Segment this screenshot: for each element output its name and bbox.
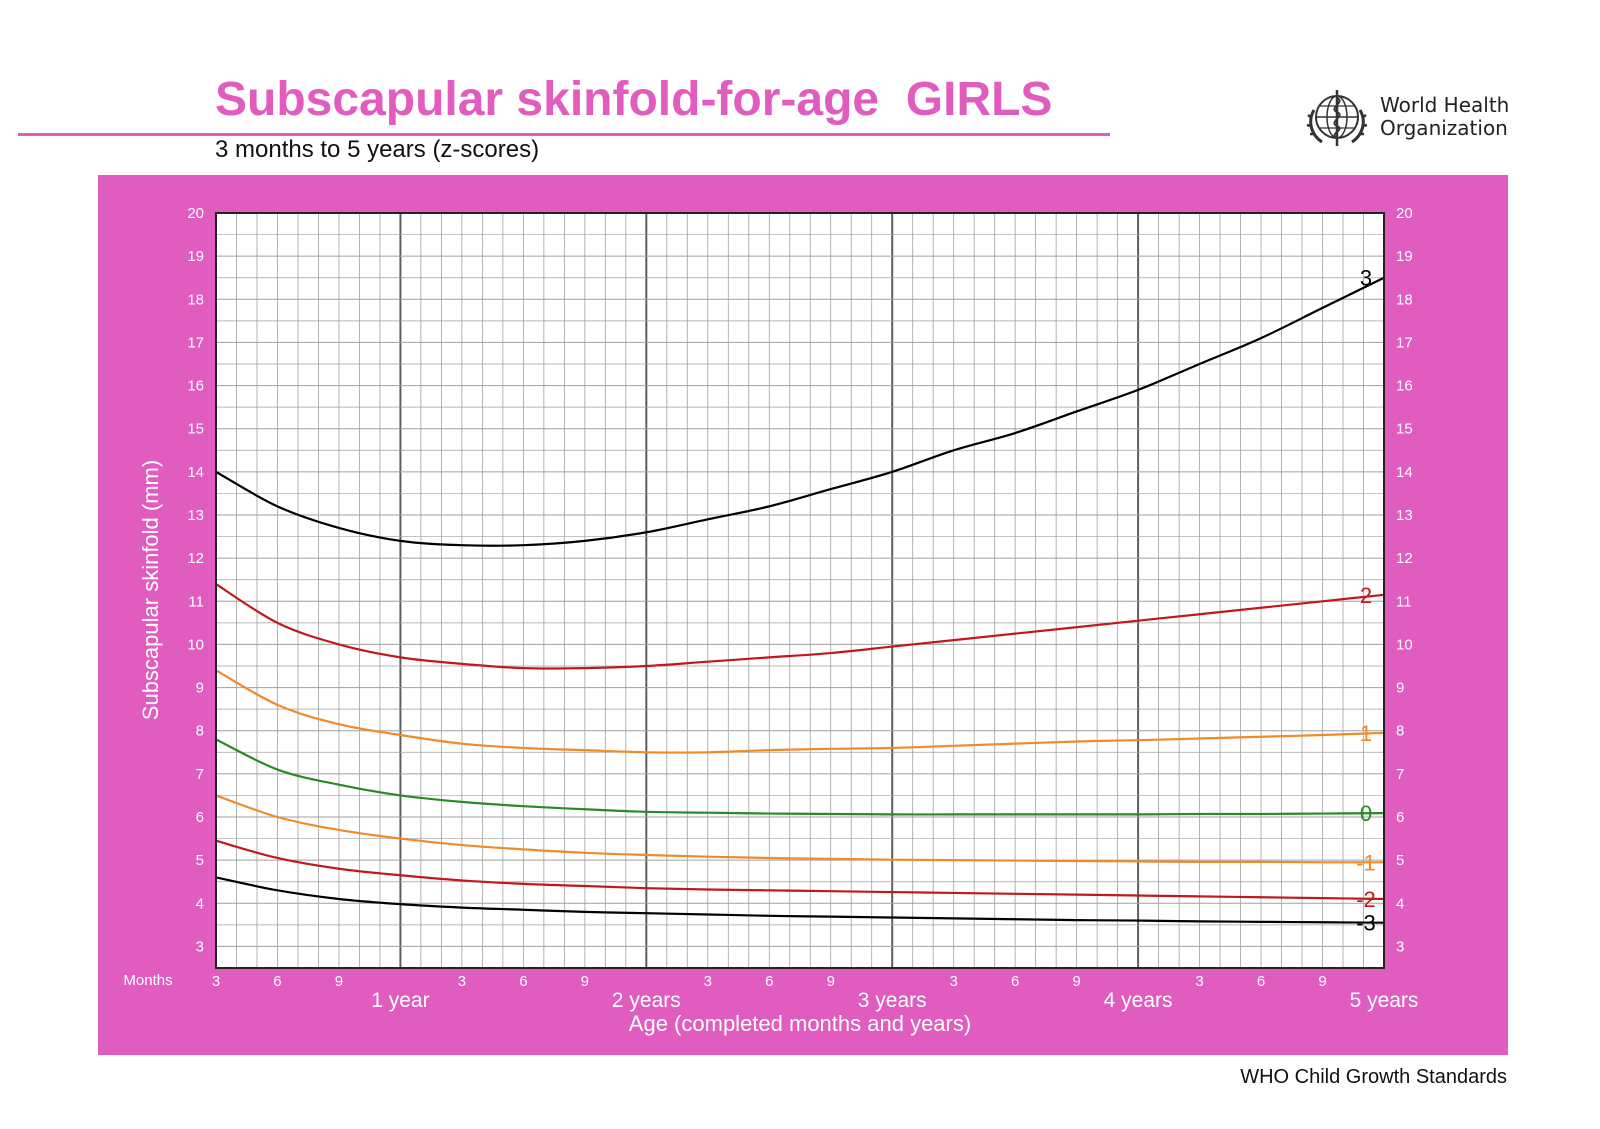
y-tick-label-right: 19 <box>1396 248 1413 265</box>
footer-source: WHO Child Growth Standards <box>1240 1066 1507 1088</box>
x-month-tick-label: 9 <box>827 973 835 990</box>
x-month-tick-label: 6 <box>765 973 773 990</box>
y-tick-label-right: 14 <box>1396 464 1413 481</box>
series-line-z-3 <box>215 876 1385 924</box>
y-tick-label-left: 16 <box>187 378 204 395</box>
y-tick-label-left: 10 <box>187 636 204 653</box>
y-tick-label-left: 14 <box>187 464 204 481</box>
x-month-tick-label: 3 <box>458 973 466 990</box>
y-tick-label-right: 12 <box>1396 550 1413 567</box>
x-year-tick-label: 3 years <box>858 989 927 1012</box>
title-underline <box>18 133 1110 136</box>
y-tick-label-right: 4 <box>1396 895 1404 912</box>
series-lines <box>215 276 1385 924</box>
y-tick-label-right: 18 <box>1396 291 1413 308</box>
y-tick-label-left: 5 <box>196 852 204 869</box>
x-month-tick-label: 9 <box>1072 973 1080 990</box>
y-axis-label: Subscapular skinfold (mm) <box>138 460 163 720</box>
series-label-z3: 3 <box>1360 266 1372 291</box>
y-tick-label-left: 19 <box>187 248 204 265</box>
series-line-z0 <box>215 738 1385 816</box>
y-tick-label-left: 15 <box>187 421 204 438</box>
series-label-z1: 1 <box>1360 721 1372 746</box>
y-tick-label-left: 11 <box>188 593 204 610</box>
x-month-tick-label: 3 <box>704 973 712 990</box>
months-label: Months <box>123 972 172 989</box>
series-label-z-3: -3 <box>1356 911 1376 936</box>
chart-title: Subscapular skinfold-for-age GIRLS <box>215 73 1053 126</box>
x-tick-labels: 3 6 9 3 6 9 3 6 9 3 6 9 3 6 9 1 year 2 years 3 years 4 yea… <box>212 973 1419 1012</box>
plot-border <box>215 212 1385 969</box>
who-name-line2: Organization <box>1380 116 1508 140</box>
y-tick-label-right: 10 <box>1396 636 1413 653</box>
x-axis-label: Age (completed months and years) <box>629 1011 971 1036</box>
y-tick-label-right: 13 <box>1396 507 1413 524</box>
y-tick-label-right: 6 <box>1396 809 1404 826</box>
y-tick-label-left: 7 <box>196 766 204 783</box>
chart-panel: 3 3 4 4 5 5 6 6 7 7 8 8 9 9 10 10 11 11 12 12 13 13 14 14 15 15 16… <box>98 175 1508 1055</box>
grid <box>216 213 1384 968</box>
y-tick-label-left: 20 <box>187 205 204 222</box>
x-month-tick-label: 6 <box>519 973 527 990</box>
chart-subtitle: 3 months to 5 years (z-scores) <box>215 136 540 163</box>
y-tick-label-right: 9 <box>1396 680 1404 697</box>
series-label-z-2: -2 <box>1356 887 1376 912</box>
x-month-tick-label: 3 <box>950 973 958 990</box>
x-month-tick-label: 3 <box>1195 973 1203 990</box>
y-tick-label-left: 4 <box>196 895 204 912</box>
y-tick-label-right: 8 <box>1396 723 1404 740</box>
y-tick-label-right: 15 <box>1396 421 1413 438</box>
y-tick-label-left: 12 <box>187 550 204 567</box>
who-emblem-icon <box>1306 90 1368 146</box>
x-month-tick-label: 6 <box>1257 973 1265 990</box>
y-tick-label-left: 6 <box>196 809 204 826</box>
y-tick-label-right: 5 <box>1396 852 1404 869</box>
x-year-tick-label: 2 years <box>612 989 681 1012</box>
plot-area <box>216 213 1384 968</box>
series-end-labels: 3 2 1 0 -1 -2-3 <box>1356 266 1376 936</box>
x-year-tick-label: 1 year <box>371 989 429 1012</box>
series-label-z-1: -1 <box>1356 850 1376 875</box>
y-tick-label-left: 8 <box>196 723 204 740</box>
x-month-tick-label: 6 <box>273 973 281 990</box>
x-year-tick-label: 4 years <box>1104 989 1173 1012</box>
y-tick-label-left: 9 <box>196 680 204 697</box>
who-organization-name: World Health Organization <box>1380 94 1509 140</box>
x-month-tick-label: 6 <box>1011 973 1019 990</box>
x-month-tick-label: 9 <box>1318 973 1326 990</box>
y-tick-label-right: 11 <box>1396 593 1412 610</box>
series-line-z1 <box>215 669 1385 754</box>
y-tick-label-left: 17 <box>187 334 204 351</box>
y-tick-label-left: 18 <box>187 291 204 308</box>
y-tick-label-right: 20 <box>1396 205 1413 222</box>
y-tick-label-left: 3 <box>196 938 204 955</box>
series-label-z2: 2 <box>1360 583 1372 608</box>
series-line-z3 <box>215 276 1385 547</box>
series-line-z2 <box>215 583 1385 670</box>
y-tick-label-right: 7 <box>1396 766 1404 783</box>
series-line-z-1 <box>215 794 1385 864</box>
x-month-tick-label: 9 <box>581 973 589 990</box>
x-month-tick-label: 3 <box>212 973 220 990</box>
y-tick-label-left: 13 <box>187 507 204 524</box>
series-line-z-2 <box>215 839 1385 901</box>
x-year-tick-label: 5 years <box>1350 989 1419 1012</box>
y-tick-label-right: 3 <box>1396 938 1404 955</box>
series-label-z0: 0 <box>1360 801 1372 826</box>
y-tick-label-right: 17 <box>1396 334 1413 351</box>
y-tick-label-right: 16 <box>1396 378 1413 395</box>
x-month-tick-label: 9 <box>335 973 343 990</box>
who-name-line1: World Health <box>1380 93 1510 117</box>
